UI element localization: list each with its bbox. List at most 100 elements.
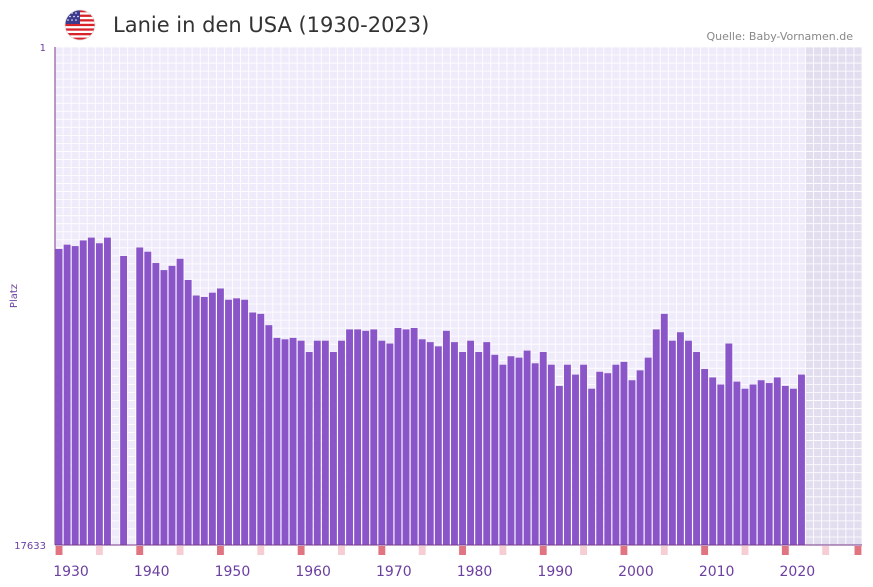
bar-2004[interactable] [652,329,660,545]
bar-1941[interactable] [144,251,152,545]
bar-1988[interactable] [523,350,531,545]
bar-2017[interactable] [757,380,765,545]
bar-1995[interactable] [580,364,588,545]
bar-1996[interactable] [588,388,596,545]
bar-1993[interactable] [564,364,571,545]
bar-2000[interactable] [620,361,628,545]
bar-1969[interactable] [370,329,378,545]
bar-1984[interactable] [491,354,499,545]
bar-1980[interactable] [459,352,466,545]
bar-1934[interactable] [87,237,95,545]
bar-1956[interactable] [265,325,273,545]
x-tick-labels: 1930 1940 1950 1960 1970 1980 1990 2000 2010 2020 [53,564,815,580]
bar-1963[interactable] [321,340,329,545]
bar-2021[interactable] [789,388,797,545]
bar-1958[interactable] [281,339,289,545]
bar-1932[interactable] [71,246,79,546]
bar-1971[interactable] [386,343,394,545]
bar-2016[interactable] [749,384,757,545]
bar-1940[interactable] [136,247,144,545]
marker-2025 [822,546,830,555]
bar-1935[interactable] [95,243,103,546]
marker-1995 [580,546,588,555]
bar-1977[interactable] [434,346,442,545]
bar-2015[interactable] [741,388,749,545]
marker-2020 [781,546,789,555]
bar-2003[interactable] [644,357,652,545]
bar-1987[interactable] [515,357,523,545]
bar-1948[interactable] [200,296,208,545]
bar-1968[interactable] [362,330,370,545]
bar-1946[interactable] [184,279,192,545]
bar-1967[interactable] [354,329,362,545]
bar-1952[interactable] [233,298,241,545]
bar-1957[interactable] [273,337,281,545]
bar-1961[interactable] [305,352,313,545]
bar-2019[interactable] [773,377,781,545]
bar-1999[interactable] [612,364,620,545]
bar-2001[interactable] [628,380,636,545]
bar-1964[interactable] [329,352,337,545]
bar-1979[interactable] [451,342,458,545]
bar-1992[interactable] [555,385,563,545]
bar-1944[interactable] [168,265,176,545]
bar-1953[interactable] [241,299,249,545]
bar-2013[interactable] [725,343,733,545]
bar-1955[interactable] [257,313,265,545]
bar-1966[interactable] [346,329,353,545]
bar-1930[interactable] [55,248,63,545]
bar-1994[interactable] [572,374,579,545]
bar-1973[interactable] [402,329,410,545]
bar-1990[interactable] [539,352,547,545]
bar-2008[interactable] [685,340,692,545]
bar-1942[interactable] [152,263,160,545]
bar-1965[interactable] [338,340,345,545]
bar-2011[interactable] [709,377,717,545]
bar-2010[interactable] [701,368,709,545]
marker-1950 [217,546,224,555]
bar-1981[interactable] [467,340,475,545]
bar-2022[interactable] [798,374,805,545]
bar-2014[interactable] [733,381,741,545]
bar-1983[interactable] [483,342,491,545]
x-tick-1980: 1980 [457,564,493,580]
bar-1997[interactable] [596,371,604,545]
bar-1945[interactable] [176,258,184,545]
bar-1931[interactable] [63,244,71,545]
bar-1960[interactable] [297,340,305,545]
bar-1978[interactable] [442,330,450,545]
bar-1951[interactable] [225,299,232,545]
y-tick-bottom: 17633 [14,541,46,552]
bar-1972[interactable] [394,328,402,545]
marker-1935 [95,546,103,555]
bar-2009[interactable] [693,352,700,545]
bar-1943[interactable] [160,270,168,545]
bar-1991[interactable] [547,364,555,545]
bar-1989[interactable] [531,363,539,545]
bar-1950[interactable] [217,288,224,545]
bar-1974[interactable] [410,328,418,545]
bar-1986[interactable] [507,356,515,545]
bar-1970[interactable] [378,340,386,545]
bar-2018[interactable] [765,383,773,545]
bar-1954[interactable] [249,312,257,545]
bar-2020[interactable] [781,385,789,545]
bar-2006[interactable] [668,340,676,545]
bar-1962[interactable] [313,340,321,545]
bar-1938[interactable] [120,255,128,546]
bar-1933[interactable] [79,240,87,545]
bar-2007[interactable] [676,332,684,545]
bar-1936[interactable] [104,237,111,545]
bar-1975[interactable] [418,339,426,545]
bar-2002[interactable] [636,370,644,545]
bar-1949[interactable] [208,292,216,545]
bar-1985[interactable] [499,364,507,545]
bar-1976[interactable] [426,342,434,545]
bar-1947[interactable] [192,295,200,545]
bar-1982[interactable] [475,352,483,545]
bar-2005[interactable] [660,313,668,545]
source-link[interactable]: Quelle: Baby-Vornamen.de [706,30,853,43]
bar-2012[interactable] [717,384,725,545]
bar-1959[interactable] [289,337,297,545]
bar-1998[interactable] [604,373,612,545]
